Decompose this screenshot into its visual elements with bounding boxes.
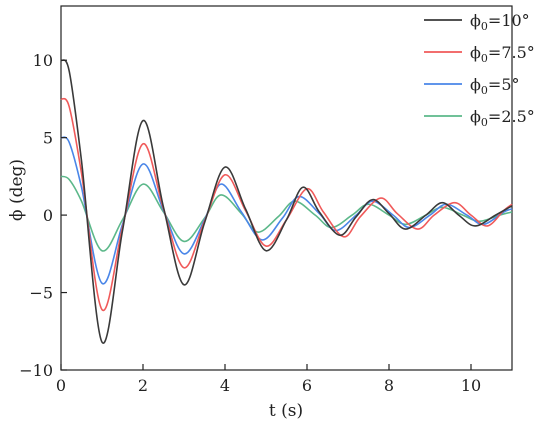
- series-line-1: [60, 59, 513, 344]
- tick-layer: 0 2 4 6 8 10 −10 −5 0 5 10: [19, 51, 481, 395]
- legend-entry: ϕ0=2.5°: [470, 107, 535, 129]
- legend-entry: ϕ0=10°: [470, 11, 530, 33]
- series-line-3: [60, 136, 513, 285]
- x-tick-label: 4: [220, 376, 230, 395]
- x-tick-label: 2: [138, 376, 148, 395]
- x-tick-label: 8: [384, 376, 394, 395]
- y-tick-label: 10: [33, 51, 53, 70]
- y-tick-label: 0: [43, 206, 53, 225]
- y-tick-label: 5: [43, 129, 53, 148]
- series-layer: [60, 59, 513, 344]
- plot-frame: [60, 5, 513, 371]
- legend-entry: ϕ0=7.5°: [470, 43, 535, 65]
- x-tick-label: 0: [56, 376, 66, 395]
- x-axis-label: t (s): [269, 401, 303, 421]
- y-tick-label: −5: [29, 284, 53, 303]
- legend-entry: ϕ0=5°: [470, 75, 520, 97]
- y-tick-label: −10: [19, 361, 53, 380]
- x-tick-label: 6: [302, 376, 312, 395]
- y-axis-label: ϕ (deg): [7, 159, 27, 221]
- x-tick-label: 10: [461, 376, 481, 395]
- legend: ϕ0=10° ϕ0=7.5° ϕ0=5° ϕ0=2.5°: [424, 11, 535, 129]
